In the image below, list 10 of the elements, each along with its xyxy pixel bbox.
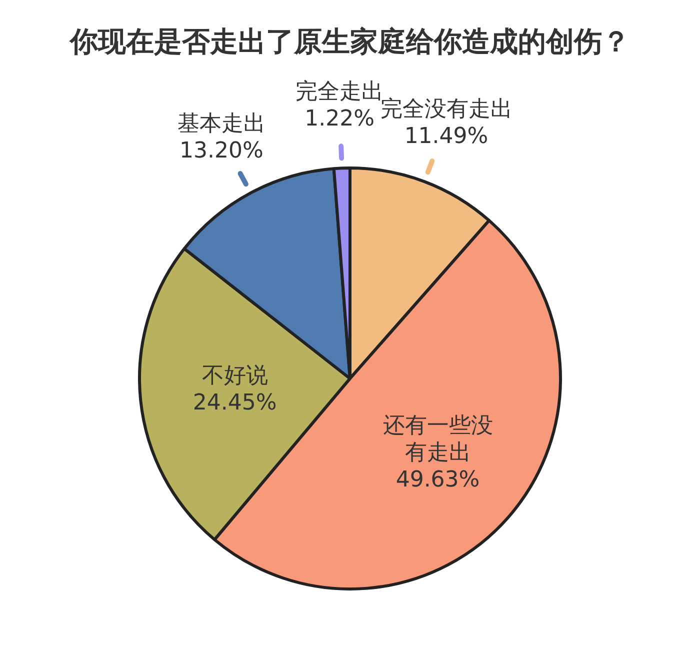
chart-title: 你现在是否走出了原生家庭给你造成的创伤？: [68, 24, 631, 60]
slice-label: 基本走出: [177, 112, 266, 137]
slice-label: 不好说: [202, 364, 268, 389]
data-label: 11.49%: [404, 124, 488, 149]
data-label: 13.20%: [179, 138, 264, 164]
data-label: 49.63%: [396, 468, 480, 493]
slice-label: 完全没有走出: [380, 96, 512, 122]
data-label: 1.22%: [304, 106, 375, 132]
slice-label: 还有一些没有走出: [382, 414, 493, 466]
data-label: 24.45%: [192, 390, 277, 416]
